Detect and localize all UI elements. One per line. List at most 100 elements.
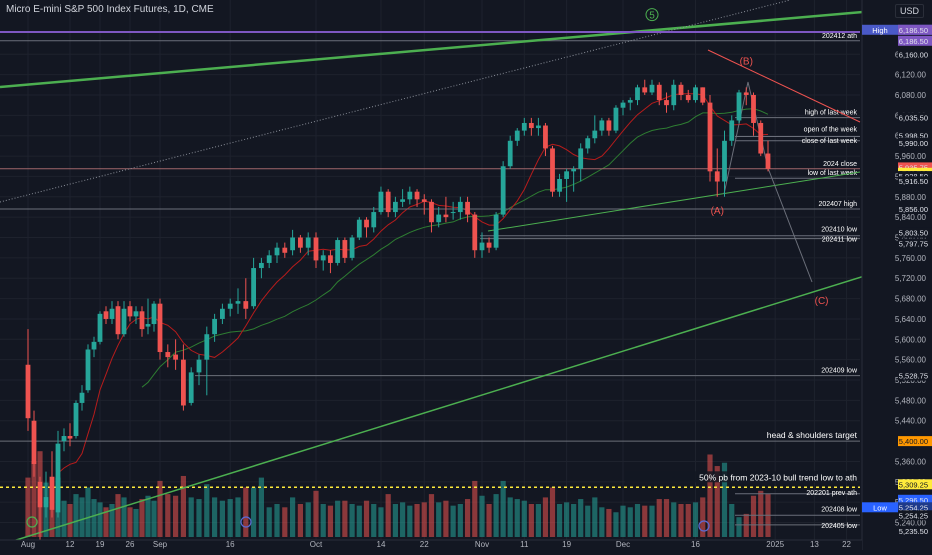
candle[interactable]: [479, 232, 485, 258]
candle[interactable]: [507, 135, 513, 169]
candle[interactable]: [79, 385, 85, 411]
candle[interactable]: [181, 344, 186, 411]
candle[interactable]: [73, 400, 79, 439]
candle[interactable]: [627, 97, 633, 111]
event-marker[interactable]: [240, 516, 252, 528]
candle[interactable]: [685, 89, 691, 103]
candle[interactable]: [436, 206, 442, 228]
candle[interactable]: [157, 298, 163, 360]
candle[interactable]: [758, 120, 764, 157]
candle[interactable]: [678, 82, 684, 101]
candle[interactable]: [751, 92, 756, 136]
candle[interactable]: [335, 237, 341, 266]
candle[interactable]: [400, 189, 406, 207]
currency-button[interactable]: USD: [894, 4, 924, 18]
candle[interactable]: [450, 201, 456, 220]
candle[interactable]: [635, 84, 640, 106]
candle[interactable]: [188, 367, 194, 406]
x-axis[interactable]: Aug 12 19 26 Sep 16 Oct 14 22 Nov 11 19 Dec 16 2025 13 2…: [0, 539, 862, 550]
candle[interactable]: [599, 117, 605, 136]
candle[interactable]: [320, 250, 326, 271]
candle[interactable]: [115, 301, 121, 340]
candle[interactable]: [407, 186, 413, 205]
candle[interactable]: [212, 313, 217, 342]
candle[interactable]: [349, 234, 355, 261]
candle[interactable]: [61, 428, 67, 452]
candle[interactable]: [500, 161, 506, 218]
candle[interactable]: [109, 301, 115, 325]
candle[interactable]: [364, 217, 369, 238]
candle[interactable]: [443, 196, 449, 223]
candle[interactable]: [139, 306, 145, 337]
candle[interactable]: [472, 212, 478, 258]
candle[interactable]: [585, 135, 591, 154]
candle[interactable]: [282, 242, 288, 258]
candle[interactable]: [392, 196, 398, 218]
candle[interactable]: [274, 242, 280, 263]
candle[interactable]: [700, 87, 706, 106]
candle[interactable]: [722, 130, 727, 197]
candle[interactable]: [421, 194, 427, 215]
candle[interactable]: [133, 306, 139, 325]
event-marker[interactable]: [698, 520, 710, 532]
candle[interactable]: [103, 306, 109, 325]
candle[interactable]: [67, 423, 73, 447]
candle[interactable]: [227, 298, 233, 317]
candle[interactable]: [91, 336, 97, 358]
candle[interactable]: [714, 148, 720, 197]
candle[interactable]: [145, 298, 151, 335]
candle[interactable]: [220, 303, 225, 325]
candle[interactable]: [151, 301, 157, 332]
candle[interactable]: [356, 217, 362, 241]
candle[interactable]: [290, 229, 295, 256]
candle[interactable]: [259, 257, 264, 279]
y-axis[interactable]: 6,160.006,120.006,080.006,040.006,000.00…: [861, 0, 932, 550]
candle[interactable]: [550, 145, 555, 197]
candle[interactable]: [743, 87, 749, 106]
candle[interactable]: [729, 115, 735, 146]
candle[interactable]: [736, 89, 742, 123]
candle[interactable]: [43, 471, 49, 518]
candle[interactable]: [429, 199, 434, 233]
candle[interactable]: [578, 143, 584, 182]
candle[interactable]: [342, 237, 348, 263]
candle[interactable]: [465, 196, 470, 223]
candle[interactable]: [328, 250, 333, 274]
candle[interactable]: [49, 451, 55, 518]
candle[interactable]: [486, 237, 492, 253]
candle[interactable]: [528, 117, 534, 136]
candle[interactable]: [204, 326, 210, 396]
candle[interactable]: [55, 430, 61, 518]
candle[interactable]: [557, 173, 562, 197]
candle[interactable]: [313, 232, 319, 269]
candle[interactable]: [305, 232, 311, 256]
candle[interactable]: [173, 339, 178, 370]
candle[interactable]: [613, 105, 619, 134]
candle[interactable]: [37, 476, 43, 541]
candle[interactable]: [693, 84, 698, 103]
candle[interactable]: [765, 140, 771, 172]
candle[interactable]: [165, 344, 171, 368]
candle[interactable]: [31, 410, 37, 477]
candle[interactable]: [536, 117, 541, 136]
candle[interactable]: [85, 344, 91, 393]
candle[interactable]: [707, 94, 713, 182]
candle[interactable]: [493, 212, 499, 251]
candle[interactable]: [414, 189, 420, 207]
candle[interactable]: [543, 122, 548, 157]
candle[interactable]: [378, 186, 384, 215]
candle[interactable]: [266, 250, 272, 269]
candle[interactable]: [127, 301, 133, 322]
event-marker[interactable]: [26, 516, 38, 528]
candle[interactable]: [385, 189, 391, 218]
candle[interactable]: [564, 168, 569, 202]
candle[interactable]: [121, 301, 127, 337]
candle[interactable]: [592, 115, 598, 144]
candle[interactable]: [514, 128, 520, 146]
candle[interactable]: [371, 206, 377, 233]
candle[interactable]: [97, 311, 103, 345]
candle[interactable]: [606, 117, 612, 136]
candle[interactable]: [649, 79, 655, 95]
